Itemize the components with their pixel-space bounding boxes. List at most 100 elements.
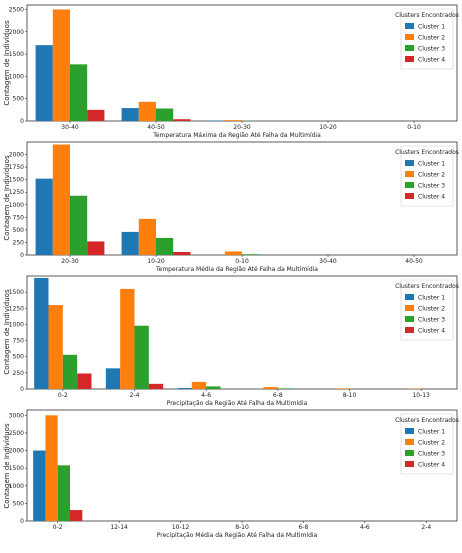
legend-label: Cluster 1 xyxy=(418,161,445,168)
bar-cluster-3-20-30 xyxy=(70,195,88,255)
bar-cluster-1-30-40 xyxy=(35,45,53,121)
y-tick-label: 0 xyxy=(20,118,24,125)
x-tick-label: 0-2 xyxy=(53,524,63,531)
bar-cluster-3-0-10 xyxy=(242,254,260,255)
bar-cluster-2-20-30 xyxy=(224,120,242,121)
legend-label: Cluster 2 xyxy=(418,440,445,447)
y-tick-label: 500 xyxy=(13,96,25,103)
bar-cluster-4-20-30 xyxy=(87,241,105,255)
y-axis-label: Contagem de Indivíduos xyxy=(3,20,11,106)
y-tick-label: 2500 xyxy=(9,6,24,13)
y-tick-label: 500 xyxy=(13,227,25,234)
legend-title: Clusters Encontrados xyxy=(395,417,459,424)
legend-swatch xyxy=(405,182,414,188)
legend-label: Cluster 3 xyxy=(418,183,445,190)
y-tick-label: 250 xyxy=(13,239,25,246)
bar-cluster-2-4-6 xyxy=(191,381,207,389)
x-tick-label: 2-4 xyxy=(421,524,431,531)
x-tick-label: 10-20 xyxy=(147,258,165,265)
legend-label: Cluster 4 xyxy=(418,328,445,335)
legend-swatch xyxy=(405,193,414,199)
x-tick-label: 40-50 xyxy=(147,124,165,131)
bar-cluster-3-0-2 xyxy=(57,465,70,521)
x-tick-label: 30-40 xyxy=(319,258,337,265)
y-tick-label: 750 xyxy=(13,214,25,221)
legend-swatch xyxy=(405,23,414,29)
bar-cluster-2-0-10 xyxy=(224,251,242,255)
legend-label: Cluster 3 xyxy=(418,451,445,458)
legend-label: Cluster 2 xyxy=(418,172,445,179)
legend-label: Cluster 4 xyxy=(418,194,445,201)
bar-cluster-1-0-2 xyxy=(33,450,46,521)
x-tick-label: 20-30 xyxy=(61,258,79,265)
y-tick-label: 2000 xyxy=(9,29,24,36)
bar-cluster-2-0-2 xyxy=(48,305,63,389)
x-tick-label: 4-6 xyxy=(201,392,211,399)
y-tick-label: 500 xyxy=(13,354,25,361)
legend-swatch xyxy=(405,294,414,300)
plot-frame xyxy=(26,275,458,390)
legend-label: Cluster 3 xyxy=(418,46,445,53)
y-tick-label: 0 xyxy=(20,518,24,525)
legend-swatch xyxy=(405,305,414,311)
bar-cluster-4-0-2 xyxy=(77,373,92,389)
legend: Clusters Encontrados Cluster 1 Cluster 2 Cl… xyxy=(395,145,459,207)
y-tick-label: 1750 xyxy=(9,164,24,171)
legend-title: Clusters Encontrados xyxy=(395,149,459,156)
legend-title: Clusters Encontrados xyxy=(395,283,459,290)
plot-frame xyxy=(26,409,458,522)
y-tick-label: 2000 xyxy=(9,448,24,455)
y-tick-label: 250 xyxy=(13,370,25,377)
x-tick-label: 4-6 xyxy=(360,524,370,531)
bar-cluster-3-4-6 xyxy=(206,386,221,389)
y-tick-label: 500 xyxy=(13,500,25,507)
bar-cluster-1-0-2 xyxy=(34,277,49,389)
bar-cluster-2-6-8 xyxy=(263,387,278,389)
legend: Clusters Encontrados Cluster 1 Cluster 2 Cl… xyxy=(395,8,459,70)
y-tick-label: 3000 xyxy=(9,412,24,419)
x-tick-label: 10-12 xyxy=(172,524,190,531)
x-tick-label: 8-10 xyxy=(235,524,249,531)
legend-swatch xyxy=(405,439,414,445)
legend-swatch xyxy=(405,316,414,322)
y-tick-label: 0 xyxy=(20,252,24,259)
y-tick-label: 1000 xyxy=(9,321,24,328)
x-axis-label: Precipitação Média da Região Até Falha d… xyxy=(157,532,318,539)
bar-cluster-2-30-40 xyxy=(52,9,70,121)
x-tick-label: 0-10 xyxy=(407,124,421,131)
bar-cluster-1-40-50 xyxy=(121,108,139,121)
x-tick-label: 40-50 xyxy=(405,258,423,265)
bar-cluster-4-2-4 xyxy=(148,383,164,389)
x-tick-label: 0-2 xyxy=(58,392,68,399)
legend-label: Cluster 1 xyxy=(418,295,445,302)
y-tick-label: 0 xyxy=(20,386,24,393)
legend-label: Cluster 2 xyxy=(418,35,445,42)
y-tick-label: 1000 xyxy=(9,202,24,209)
bar-cluster-2-2-4 xyxy=(120,288,135,389)
legend-label: Cluster 4 xyxy=(418,57,445,64)
bar-cluster-2-40-50 xyxy=(138,101,156,121)
legend-label: Cluster 4 xyxy=(418,462,445,469)
y-tick-label: 1000 xyxy=(9,73,24,80)
bar-cluster-3-2-4 xyxy=(134,325,149,389)
y-tick-label: 1250 xyxy=(9,189,24,196)
y-tick-label: 1500 xyxy=(9,177,24,184)
bar-cluster-3-6-8 xyxy=(277,388,293,389)
bar-cluster-1-2-4 xyxy=(105,368,121,389)
legend-swatch xyxy=(405,171,414,177)
bar-cluster-4-30-40 xyxy=(87,109,105,121)
legend: Clusters Encontrados Cluster 1 Cluster 2 Cl… xyxy=(395,279,459,341)
y-tick-label: 1500 xyxy=(9,289,24,296)
bar-cluster-4-40-50 xyxy=(173,119,191,121)
legend-swatch xyxy=(405,450,414,456)
y-tick-label: 1500 xyxy=(9,51,24,58)
x-tick-label: 12-14 xyxy=(110,524,128,531)
bar-cluster-4-0-2 xyxy=(70,510,83,521)
bar-cluster-3-10-20 xyxy=(156,237,174,255)
y-tick-label: 2500 xyxy=(9,430,24,437)
y-axis-label: Contagem de Indivíduos xyxy=(3,155,11,241)
bar-cluster-1-10-20 xyxy=(121,231,139,255)
legend-swatch xyxy=(405,160,414,166)
bar-cluster-2-0-2 xyxy=(45,415,58,521)
